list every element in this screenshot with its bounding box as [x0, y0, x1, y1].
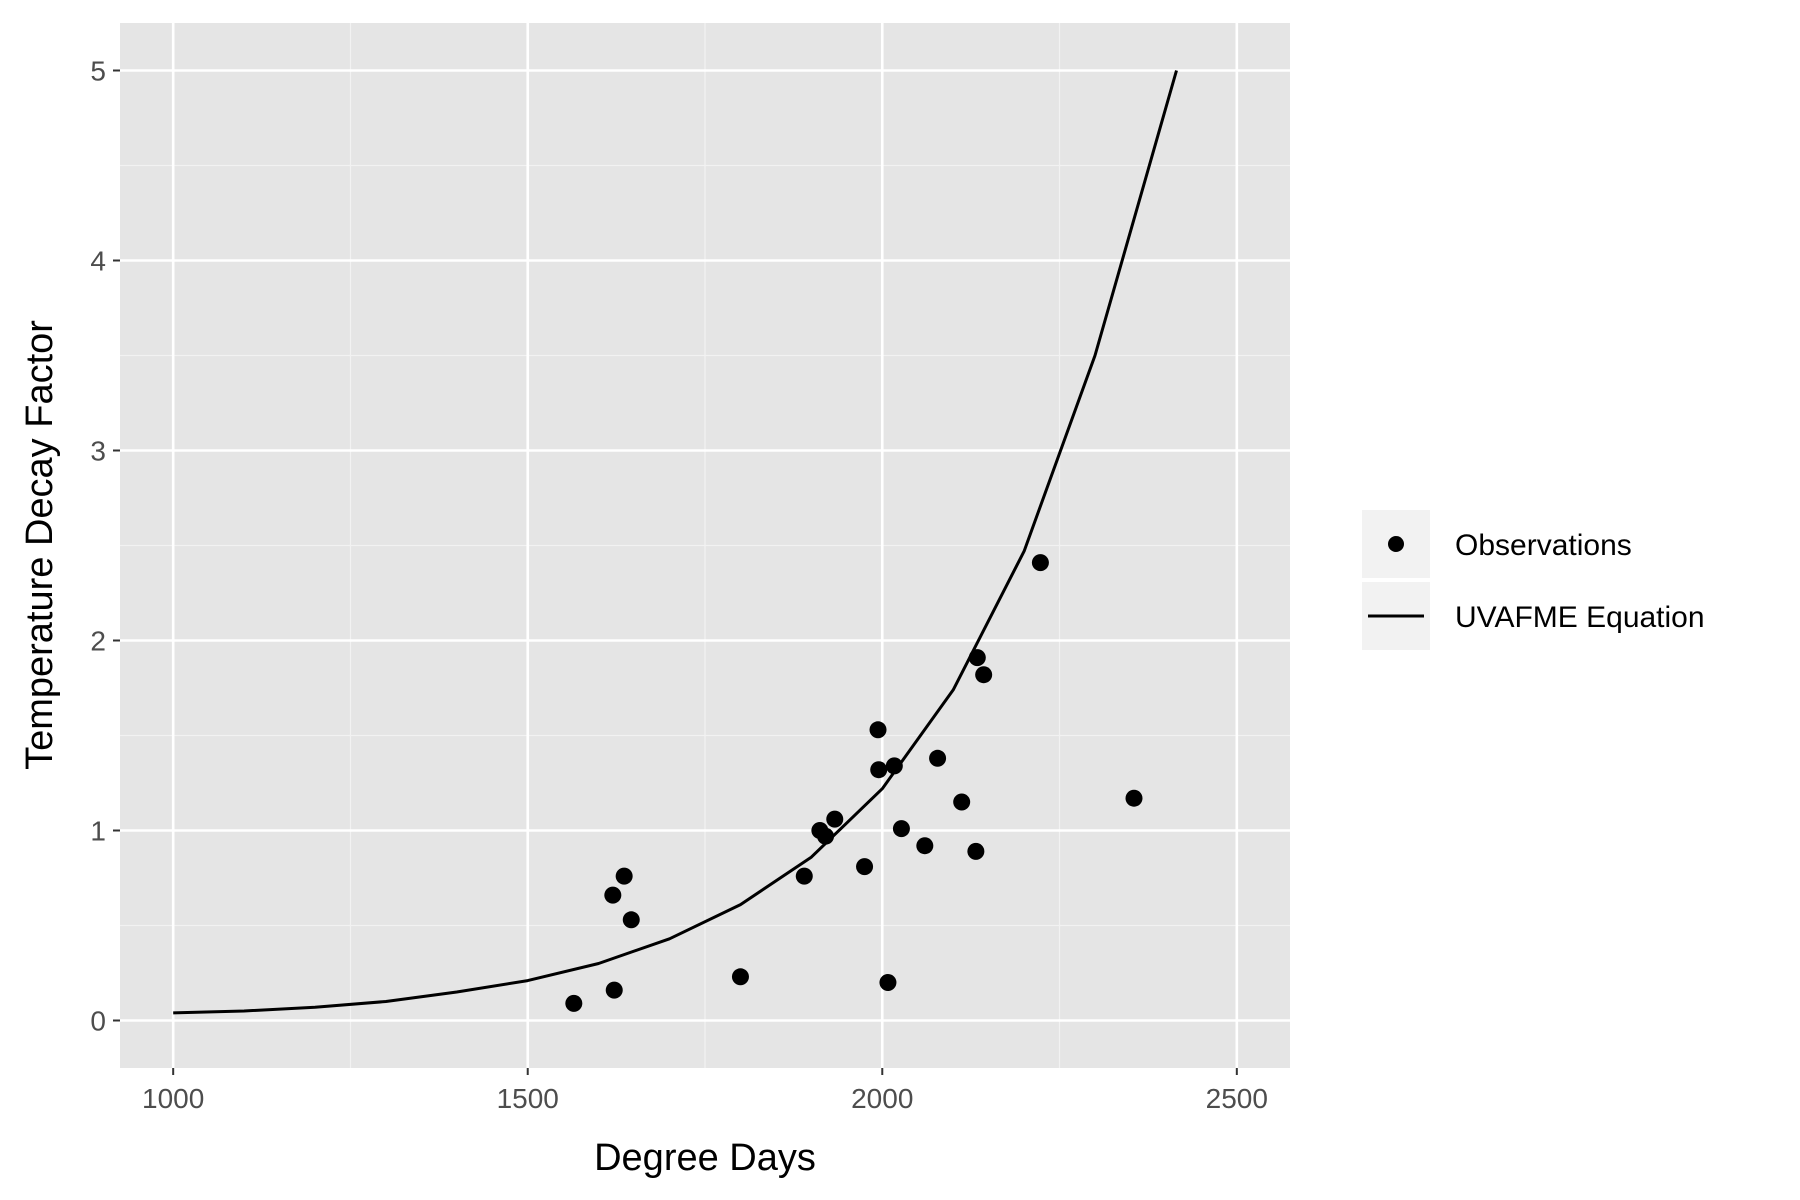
observation-point: [622, 911, 640, 929]
x-axis-title: Degree Days: [594, 1137, 816, 1179]
x-axis-ticks: 1000 1500 2000 2500: [142, 1068, 1268, 1114]
series-layer: [173, 70, 1178, 1015]
y-tick-label: 4: [90, 246, 106, 277]
equation-line: [173, 70, 1178, 1015]
observation-point: [929, 749, 947, 767]
y-tick-label: 3: [90, 436, 106, 467]
observation-point: [1031, 554, 1049, 572]
legend-key-point: [1388, 536, 1404, 552]
major-grid: [120, 23, 1290, 1068]
observation-point: [1125, 789, 1143, 807]
observation-point: [892, 820, 910, 838]
legend: Observations UVAFME Equation: [1362, 510, 1705, 650]
y-tick-label: 1: [90, 816, 106, 847]
y-axis-title: Temperature Decay Factor: [19, 320, 61, 770]
y-tick-label: 2: [90, 626, 106, 657]
observation-point: [879, 974, 897, 991]
observation-point: [953, 793, 971, 811]
observation-point: [885, 757, 903, 775]
observation-point: [817, 827, 835, 845]
observation-point: [731, 968, 749, 986]
observation-point: [968, 649, 986, 667]
observation-point: [856, 858, 874, 876]
observation-point: [975, 666, 993, 684]
observation-point: [870, 761, 888, 779]
observation-point: [605, 981, 623, 999]
observation-point: [869, 721, 887, 739]
x-tick-label: 2000: [851, 1083, 913, 1114]
legend-label-observations: Observations: [1455, 529, 1632, 562]
y-tick-label: 5: [90, 56, 106, 87]
observation-point: [916, 837, 934, 855]
observation-point: [795, 867, 813, 885]
x-tick-label: 2500: [1206, 1083, 1268, 1114]
observation-point: [615, 867, 633, 885]
observation-point: [604, 886, 622, 904]
observation-point: [826, 810, 844, 828]
y-axis-ticks: 0 1 2 3 4 5: [90, 56, 120, 1037]
x-tick-label: 1000: [142, 1083, 204, 1114]
observation-point: [967, 842, 985, 860]
x-tick-label: 1500: [497, 1083, 559, 1114]
observation-point: [565, 994, 583, 1012]
legend-label-equation: UVAFME Equation: [1455, 601, 1705, 634]
y-tick-label: 0: [90, 1006, 106, 1037]
